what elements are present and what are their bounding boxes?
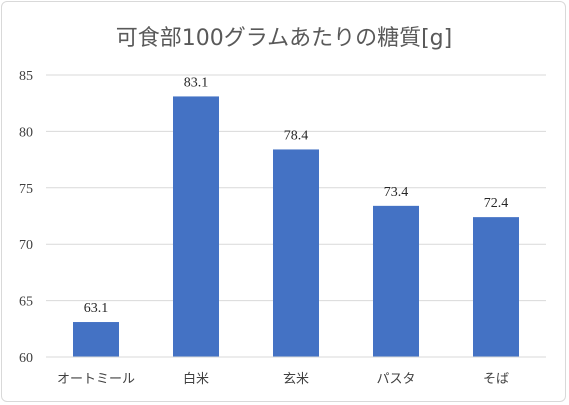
category-label: 白米 xyxy=(183,371,209,387)
category-label: そば xyxy=(483,372,509,387)
bar xyxy=(273,149,319,357)
bar xyxy=(373,205,419,357)
y-tick-label: 60 xyxy=(19,351,33,366)
bar xyxy=(73,322,119,357)
chart-title: 可食部100グラムあたりの糖質[g] xyxy=(116,26,452,51)
data-label: 63.1 xyxy=(84,301,109,316)
data-label: 83.1 xyxy=(184,75,209,90)
data-label: 78.4 xyxy=(284,128,309,143)
y-tick-label: 85 xyxy=(19,69,33,84)
bar xyxy=(473,217,519,357)
data-label: 72.4 xyxy=(484,196,509,211)
bars xyxy=(73,96,519,357)
category-label: オートミール xyxy=(57,372,135,387)
y-axis-ticks: 60 65 70 75 80 85 xyxy=(19,69,33,366)
y-tick-label: 65 xyxy=(19,295,33,310)
y-tick-label: 80 xyxy=(19,125,33,140)
x-axis-categories: オートミール 白米 玄米 パスタ そば xyxy=(57,371,509,387)
category-label: パスタ xyxy=(376,372,415,387)
y-tick-label: 70 xyxy=(19,238,33,253)
bar xyxy=(173,96,219,357)
data-labels: 63.1 83.1 78.4 73.4 72.4 xyxy=(84,75,509,316)
y-tick-label: 75 xyxy=(19,182,33,197)
category-label: 玄米 xyxy=(283,372,309,387)
data-label: 73.4 xyxy=(384,185,409,200)
